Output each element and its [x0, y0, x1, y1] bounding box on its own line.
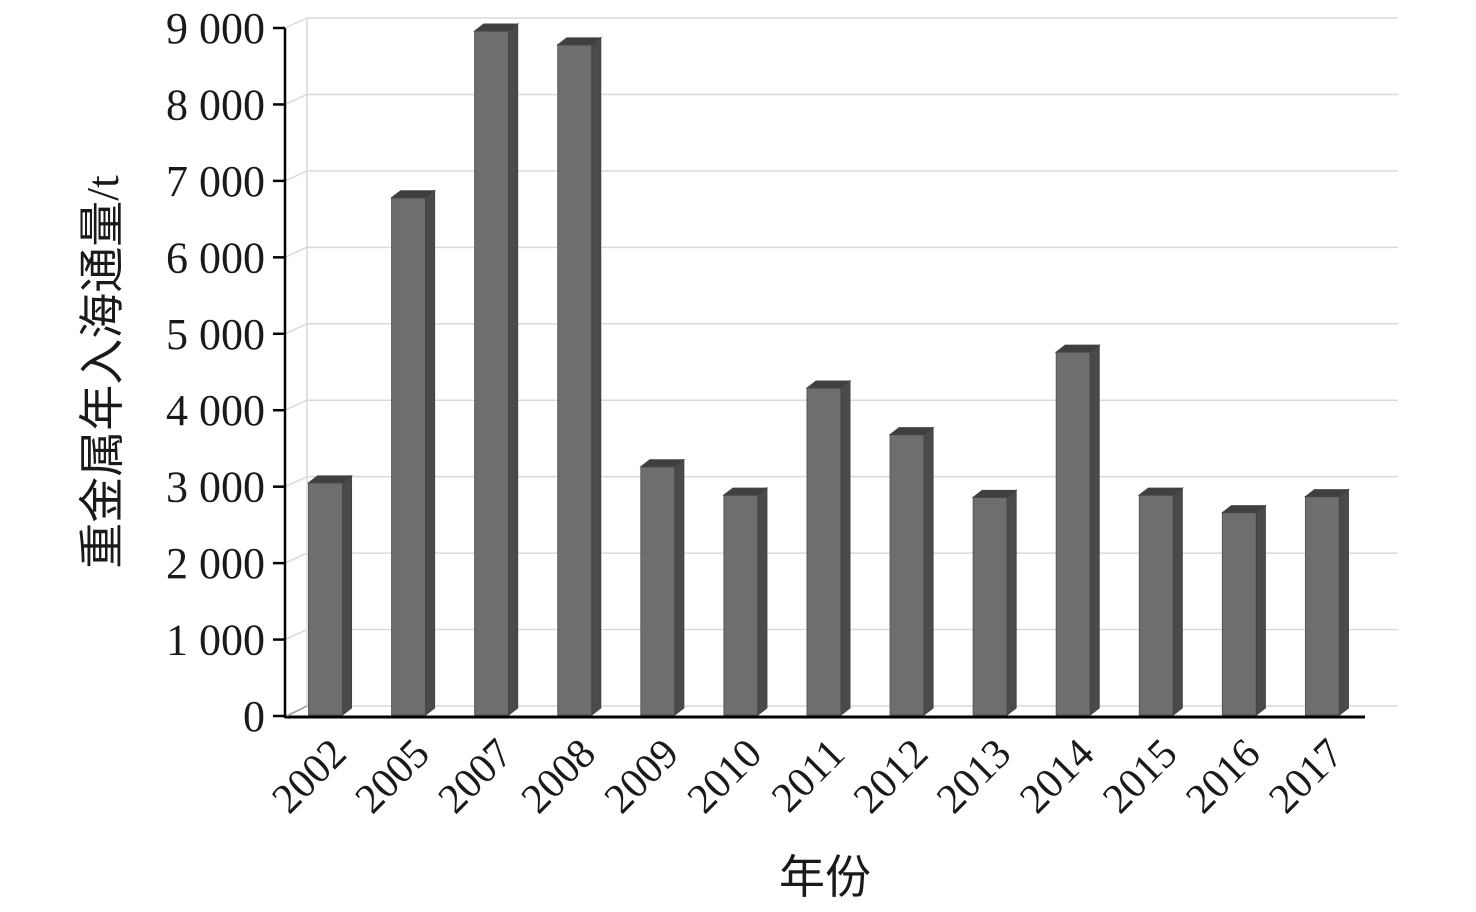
- bar-front: [557, 44, 593, 716]
- x-tick-label: 2005: [347, 731, 439, 823]
- y-tick-label: 9 000: [166, 4, 265, 53]
- gridline-depth: [284, 552, 308, 564]
- bar-front: [474, 30, 510, 716]
- bar-top: [1137, 487, 1184, 496]
- x-tick-label: 2010: [679, 731, 771, 823]
- bar: [1054, 344, 1101, 717]
- bar-top: [639, 459, 686, 468]
- bar: [1220, 504, 1267, 717]
- gridline-depth: [284, 475, 308, 488]
- bar-front: [723, 494, 759, 716]
- y-tick-label: 3 000: [166, 463, 265, 512]
- x-tick-label: 2015: [1094, 731, 1186, 823]
- bar-top: [473, 23, 520, 32]
- x-tick-label: 2012: [845, 731, 937, 823]
- x-axis-title: 年份: [779, 852, 871, 903]
- bar-front: [889, 434, 925, 716]
- gridline-depth: [284, 170, 308, 182]
- bar-side: [1255, 504, 1266, 717]
- bar-side: [674, 458, 685, 717]
- bar-side: [342, 474, 353, 717]
- gridline-depth: [284, 399, 308, 411]
- y-tick-label: 7 000: [166, 157, 265, 206]
- bar-side: [425, 189, 436, 717]
- bar-front: [308, 482, 344, 716]
- bar-top: [1220, 505, 1267, 514]
- bar-top: [390, 190, 437, 199]
- bar-top: [805, 380, 852, 389]
- bar-top: [722, 487, 769, 496]
- bar-front: [1055, 351, 1091, 716]
- bar-side: [1006, 489, 1017, 717]
- y-axis-ticks: 0 1 000 2 000 3 000 4 000 5 000 6 000 7 000 8 00…: [166, 4, 285, 741]
- bar-front: [391, 197, 427, 716]
- gridline-depth: [284, 246, 308, 259]
- x-tick-label: 2002: [264, 731, 356, 823]
- x-tick-label: 2008: [513, 731, 605, 823]
- y-tick-label: 1 000: [166, 616, 265, 665]
- bar-front: [972, 496, 1008, 716]
- bar-side: [923, 426, 934, 717]
- bar: [888, 426, 935, 717]
- bar-front: [806, 387, 842, 716]
- gridline-depth: [284, 93, 308, 106]
- bar-front: [1304, 496, 1340, 716]
- bar-side: [840, 380, 851, 717]
- bar-top: [971, 489, 1018, 498]
- bar-top: [1054, 344, 1101, 353]
- bar-side: [1338, 488, 1349, 717]
- bar-side: [757, 487, 768, 717]
- x-tick-label: 2014: [1011, 731, 1103, 823]
- bar: [556, 36, 603, 717]
- bar-top: [1304, 489, 1350, 498]
- floor-depth-edge: [286, 705, 308, 717]
- bar-front: [1138, 494, 1174, 716]
- bar: [805, 380, 852, 717]
- bar: [1137, 487, 1184, 717]
- chart-walls: [283, 18, 1365, 719]
- y-axis-title: 重金属年入海通量/t: [77, 175, 128, 569]
- x-tick-label: 2009: [596, 731, 688, 823]
- x-tick-label: 2011: [763, 731, 854, 822]
- x-axis-tick-labels: 2002200520072008200920102011201220132014…: [264, 731, 1353, 823]
- x-tick-label: 2013: [928, 731, 1020, 823]
- bar: [1304, 488, 1350, 717]
- bar: [971, 489, 1018, 717]
- y-tick-label: 4 000: [166, 386, 265, 435]
- gridline-depth: [284, 17, 308, 29]
- x-tick-label: 2016: [1178, 731, 1270, 823]
- y-tick-label: 2 000: [166, 539, 265, 588]
- y-tick-label: 0: [243, 692, 265, 741]
- x-tick-label: 2017: [1261, 731, 1353, 823]
- bar-top: [556, 37, 603, 46]
- bars: [307, 23, 1350, 717]
- bar: [722, 487, 769, 717]
- bar-front: [640, 466, 676, 716]
- bar-side: [591, 36, 602, 717]
- gridline-depth: [284, 628, 308, 641]
- bar: [307, 474, 353, 717]
- bar: [473, 23, 520, 717]
- bar: [639, 458, 686, 717]
- bar-side: [508, 23, 519, 717]
- y-tick-label: 6 000: [166, 233, 265, 282]
- bar-top: [888, 427, 935, 436]
- bar-side: [1172, 487, 1183, 717]
- gridline-depth: [284, 323, 308, 335]
- y-tick-label: 8 000: [166, 80, 265, 129]
- bar-top: [307, 475, 353, 484]
- y-tick-label: 5 000: [166, 310, 265, 359]
- bar-front: [1221, 512, 1257, 716]
- bar: [390, 189, 437, 717]
- x-tick-label: 2007: [430, 731, 522, 823]
- bar-side: [1089, 344, 1100, 717]
